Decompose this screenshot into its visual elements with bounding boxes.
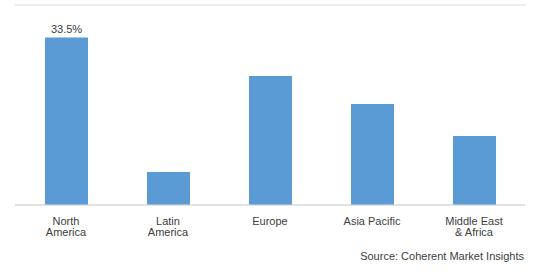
html-text:Source: Coherent Market Insigh: Source: Coherent Market Insights: [360, 250, 524, 262]
svg-text:33.5%: 33.5%: [51, 23, 82, 35]
svg-text:LatinAmerica: LatinAmerica: [148, 215, 189, 238]
svg-text:NorthAmerica: NorthAmerica: [46, 215, 87, 238]
svg-text:Middle East& Africa: Middle East& Africa: [445, 215, 502, 238]
svg-text:Europe: Europe: [252, 215, 287, 227]
svg-text:Asia Pacific: Asia Pacific: [344, 215, 401, 227]
